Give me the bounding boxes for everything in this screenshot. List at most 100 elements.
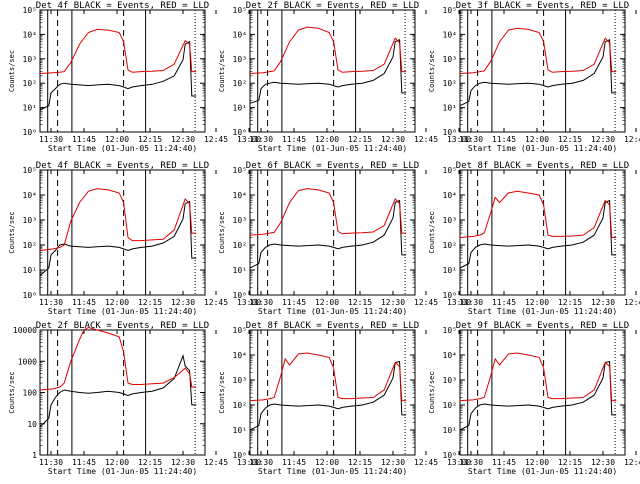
y-tick-label: 10¹ (443, 104, 457, 113)
panel-title: Det 4f BLACK = Events, RED = LLD (36, 1, 209, 11)
y-tick-label: 10² (23, 79, 37, 88)
y-tick-label: 10² (233, 401, 247, 410)
x-tick-label: 13:00 (447, 135, 471, 144)
x-tick-label: 12:15 (348, 135, 372, 144)
x-tick-label: 12:15 (558, 298, 582, 307)
x-tick-label: 12:15 (558, 135, 582, 144)
x-tick-label: 11:45 (72, 135, 96, 144)
lld-series-line (459, 27, 617, 74)
y-tick-label: 10⁴ (443, 30, 457, 39)
plot-frame (249, 169, 416, 296)
y-tick-label: 10³ (443, 376, 457, 385)
y-tick-label: 10⁵ (23, 6, 37, 15)
x-tick-label: 11:45 (282, 298, 306, 307)
x-tick-label: 12:00 (315, 298, 339, 307)
y-tick-label: 10⁴ (443, 191, 457, 200)
y-tick-label: 10⁰ (443, 128, 457, 137)
lld-series-line (249, 352, 407, 402)
lld-series-line (39, 188, 197, 251)
x-axis-label: Start Time (01-Jun-05 11:24:40) (48, 144, 197, 153)
panel-title: Det 8f BLACK = Events, RED = LLD (246, 321, 419, 331)
y-tick-label: 10³ (233, 216, 247, 225)
x-tick-label: 12:30 (381, 458, 405, 467)
x-tick-label: 12:15 (558, 458, 582, 467)
x-tick-label: 12:45 (414, 135, 438, 144)
y-tick-label: 10² (233, 79, 247, 88)
y-tick-label: 10⁰ (443, 451, 457, 460)
lld-series-line (249, 188, 407, 236)
events-series-line (249, 199, 407, 269)
events-series-line (249, 39, 407, 104)
chart-panel-8: Det 8f BLACK = Events, RED = LLD 11:30 11:… (218, 321, 471, 476)
y-tick-label: 10⁰ (233, 291, 247, 300)
x-axis-label: Start Time (01-Jun-05 11:24:40) (468, 307, 617, 316)
y-axis-label: Counts/sec (8, 211, 16, 253)
y-tick-label: 10² (233, 241, 247, 250)
x-tick-label: 12:30 (171, 298, 195, 307)
x-tick-label: 11:30 (39, 135, 63, 144)
lld-series-line (39, 28, 197, 74)
x-tick-label: 12:30 (171, 458, 195, 467)
x-tick-label: 12:00 (315, 135, 339, 144)
chart-panel-3: Det 3f BLACK = Events, RED = LLD 11:30 11:… (428, 1, 640, 153)
y-axis-label: Counts/sec (218, 211, 226, 253)
x-axis-label: Start Time (01-Jun-05 11:24:40) (468, 144, 617, 153)
plot-frame (249, 329, 416, 456)
y-axis-label: Counts/sec (8, 50, 16, 92)
y-tick-label: 10³ (443, 55, 457, 64)
y-tick-label: 10⁴ (23, 30, 37, 39)
chart-panel-9: Det 9f BLACK = Events, RED = LLD 11:30 11:… (428, 321, 640, 476)
y-tick-label: 10⁴ (23, 191, 37, 200)
y-tick-label: 10⁰ (23, 291, 37, 300)
events-series-line (459, 199, 617, 269)
x-tick-label: 11:45 (492, 298, 516, 307)
x-tick-label: 11:45 (282, 135, 306, 144)
events-series-line (459, 360, 617, 431)
x-tick-label: 11:45 (492, 458, 516, 467)
y-tick-label: 10⁰ (23, 128, 37, 137)
x-tick-label: 12:45 (204, 458, 228, 467)
y-tick-label: 10³ (233, 55, 247, 64)
y-tick-label: 10⁵ (233, 166, 247, 175)
y-tick-label: 10 (27, 420, 37, 429)
y-tick-label: 10⁴ (233, 30, 247, 39)
events-series-line (39, 200, 197, 276)
y-tick-label: 1000 (18, 357, 37, 366)
x-tick-label: 11:30 (249, 458, 273, 467)
lld-series-line (249, 26, 407, 74)
x-tick-label: 11:30 (459, 135, 483, 144)
y-tick-label: 10⁴ (443, 351, 457, 360)
plot-frame (39, 169, 206, 296)
y-tick-label: 10000 (13, 326, 37, 335)
x-tick-label: 11:45 (72, 298, 96, 307)
x-tick-label: 11:45 (492, 135, 516, 144)
x-tick-label: 12:45 (624, 458, 640, 467)
x-tick-label: 12:15 (138, 458, 162, 467)
y-tick-label: 10⁵ (443, 326, 457, 335)
x-tick-label: 11:30 (249, 298, 273, 307)
plot-frame (249, 9, 416, 133)
chart-panel-1: Det 4f BLACK = Events, RED = LLD 11:30 11:… (8, 1, 261, 153)
x-axis-label: Start Time (01-Jun-05 11:24:40) (258, 467, 407, 476)
y-tick-label: 10² (443, 241, 457, 250)
x-tick-label: 12:15 (138, 135, 162, 144)
x-axis-label: Start Time (01-Jun-05 11:24:40) (48, 307, 197, 316)
plot-frame (39, 9, 206, 133)
panel-title: Det 9f BLACK = Events, RED = LLD (456, 321, 629, 331)
panel-title: Det 2f BLACK = Events, RED = LLD (246, 1, 419, 11)
events-series-line (459, 39, 617, 107)
y-tick-label: 10³ (23, 55, 37, 64)
x-tick-label: 11:30 (39, 298, 63, 307)
y-tick-label: 10² (443, 401, 457, 410)
x-tick-label: 12:45 (414, 298, 438, 307)
y-tick-label: 10⁴ (233, 191, 247, 200)
x-axis-label: Start Time (01-Jun-05 11:24:40) (258, 307, 407, 316)
plot-frame (459, 9, 626, 133)
y-tick-label: 10⁵ (443, 6, 457, 15)
x-tick-label: 12:30 (171, 135, 195, 144)
x-tick-label: 11:30 (459, 458, 483, 467)
y-tick-label: 10³ (23, 216, 37, 225)
y-tick-label: 10³ (233, 376, 247, 385)
y-axis-label: Counts/sec (428, 371, 436, 413)
